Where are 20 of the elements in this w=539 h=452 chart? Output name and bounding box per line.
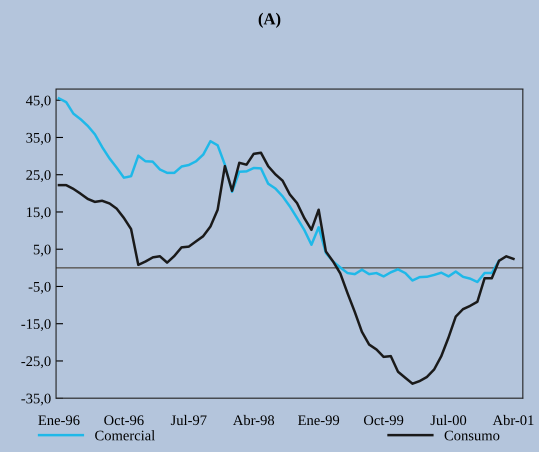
y-tick-label: 35,0 <box>26 132 51 145</box>
x-tick-label: Ene-96 <box>38 415 80 426</box>
chart-title: (A) <box>258 12 280 28</box>
y-tick-label: -15,0 <box>21 319 51 332</box>
x-tick-label: Jul-00 <box>430 414 466 426</box>
y-tick-label: 45,0 <box>26 96 51 108</box>
y-tick-label: -5,0 <box>28 282 51 294</box>
y-tick-label: -25,0 <box>21 356 51 368</box>
x-tick-label: Jul-97 <box>170 414 207 426</box>
y-tick-label: 25,0 <box>26 170 51 182</box>
x-tick-label: Oct-99 <box>364 415 404 426</box>
x-tick-label: Oct-96 <box>104 415 144 426</box>
x-tick-label: Abr-98 <box>232 414 274 426</box>
x-tick-label: Abr-01 <box>492 414 534 426</box>
y-tick-label: 5,0 <box>34 244 51 257</box>
y-tick-label: -35,0 <box>21 394 51 406</box>
legend-label: Consumo <box>444 430 500 440</box>
x-tick-label: Ene-99 <box>298 415 340 426</box>
legend-label: Comercial <box>95 430 155 440</box>
y-tick-label: 15,0 <box>26 207 51 220</box>
